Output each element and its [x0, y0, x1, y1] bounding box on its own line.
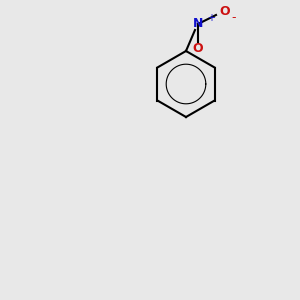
Text: N: N	[193, 17, 203, 31]
Text: O: O	[193, 41, 203, 55]
Text: O: O	[220, 5, 230, 19]
Text: -: -	[232, 11, 236, 25]
Text: +: +	[208, 13, 215, 23]
